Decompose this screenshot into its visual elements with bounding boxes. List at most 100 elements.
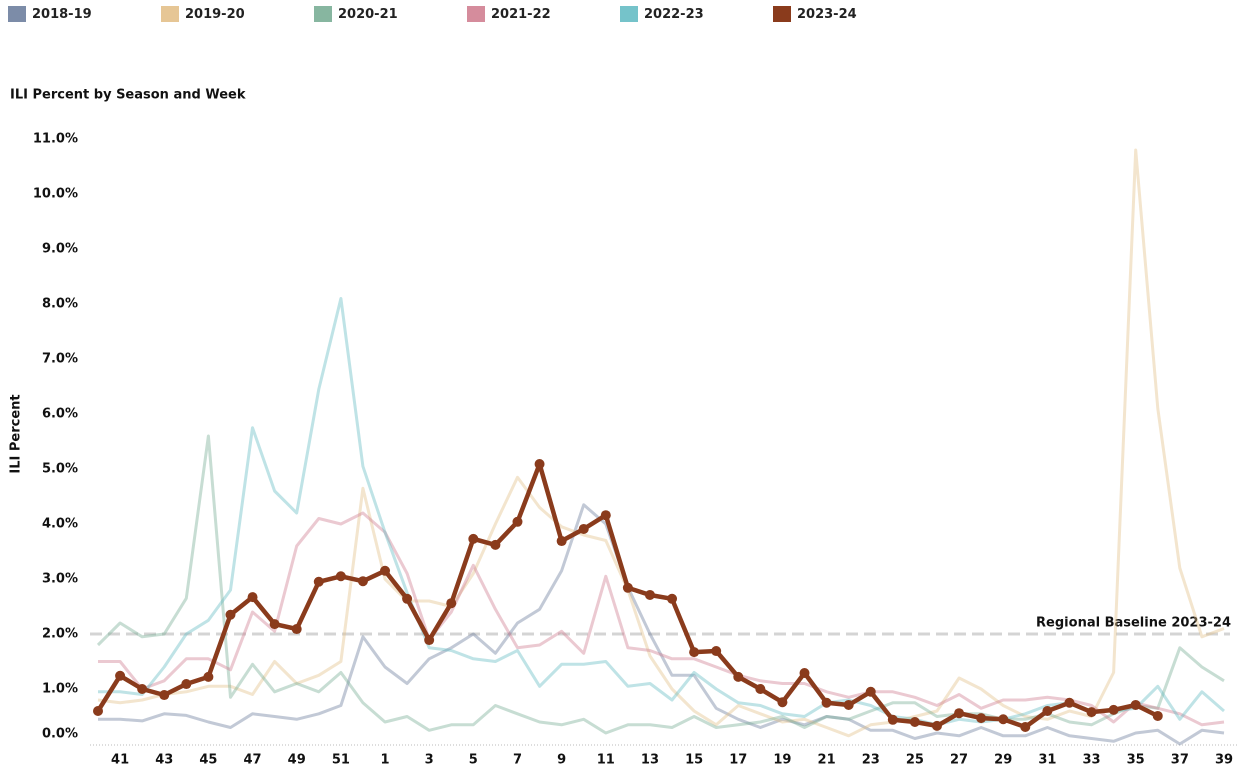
legend-swatch bbox=[314, 6, 332, 22]
y-axis-title: ILI Percent bbox=[9, 394, 24, 473]
x-tick-label: 25 bbox=[906, 753, 924, 768]
x-tick-label: 17 bbox=[729, 753, 747, 768]
x-tick-label: 51 bbox=[332, 753, 350, 768]
legend-label: 2019-20 bbox=[185, 6, 245, 22]
legend-item: 2018-19 bbox=[8, 6, 161, 22]
point bbox=[689, 647, 700, 658]
y-tick-label: 4.0% bbox=[42, 517, 78, 532]
legend-item: 2022-23 bbox=[620, 6, 773, 22]
legend-swatch bbox=[8, 6, 26, 22]
point bbox=[865, 686, 876, 697]
point bbox=[931, 720, 942, 731]
x-tick-label: 15 bbox=[685, 753, 703, 768]
legend-label: 2022-23 bbox=[644, 6, 704, 22]
point bbox=[622, 582, 633, 593]
x-tick-label: 35 bbox=[1127, 753, 1145, 768]
y-tick-label: 5.0% bbox=[42, 462, 78, 477]
baseline-label: Regional Baseline 2023-24 bbox=[1036, 616, 1231, 631]
point bbox=[269, 619, 280, 630]
x-tick-label: 47 bbox=[244, 753, 262, 768]
point bbox=[777, 697, 788, 708]
point bbox=[556, 536, 567, 547]
point bbox=[181, 679, 192, 690]
legend-swatch bbox=[161, 6, 179, 22]
x-tick-label: 33 bbox=[1082, 753, 1100, 768]
point bbox=[600, 510, 611, 521]
x-tick-label: 29 bbox=[994, 753, 1012, 768]
legend-label: 2020-21 bbox=[338, 6, 398, 22]
x-tick-label: 13 bbox=[641, 753, 659, 768]
y-tick-label: 6.0% bbox=[42, 407, 78, 422]
x-tick-label: 9 bbox=[557, 753, 566, 768]
x-tick-label: 27 bbox=[950, 753, 968, 768]
point bbox=[203, 671, 214, 682]
point bbox=[998, 714, 1009, 725]
point bbox=[755, 684, 766, 694]
y-tick-label: 11.0% bbox=[33, 132, 78, 147]
point bbox=[667, 593, 678, 604]
point bbox=[644, 589, 655, 600]
point bbox=[711, 646, 722, 657]
point bbox=[843, 699, 854, 710]
point bbox=[291, 624, 302, 635]
point bbox=[335, 571, 346, 582]
x-tick-label: 1 bbox=[380, 753, 389, 768]
x-tick-label: 23 bbox=[862, 753, 880, 768]
x-tick-label: 45 bbox=[199, 753, 217, 768]
point bbox=[1152, 710, 1163, 721]
y-tick-label: 10.0% bbox=[33, 187, 78, 202]
point bbox=[1086, 707, 1097, 718]
x-tick-label: 11 bbox=[597, 753, 615, 768]
x-tick-label: 5 bbox=[469, 753, 478, 768]
y-tick-label: 8.0% bbox=[42, 297, 78, 312]
point bbox=[402, 593, 413, 604]
legend-item: 2020-21 bbox=[314, 6, 467, 22]
point bbox=[137, 684, 148, 694]
point bbox=[313, 576, 324, 587]
x-tick-label: 49 bbox=[288, 753, 306, 768]
legend: 2018-19 2019-20 2020-21 2021-22 2022-23 2023-… bbox=[8, 6, 926, 22]
point bbox=[733, 671, 744, 682]
x-tick-label: 41 bbox=[111, 753, 129, 768]
x-tick-label: 21 bbox=[818, 753, 836, 768]
x-tick-label: 19 bbox=[773, 753, 791, 768]
point bbox=[1020, 721, 1031, 732]
chart-title: ILI Percent by Season and Week bbox=[10, 88, 246, 103]
point bbox=[357, 576, 368, 587]
series-line bbox=[98, 297, 1225, 727]
y-tick-label: 7.0% bbox=[42, 352, 78, 367]
y-tick-label: 1.0% bbox=[42, 682, 78, 697]
legend-swatch bbox=[620, 6, 638, 22]
point bbox=[1130, 699, 1141, 710]
x-tick-label: 43 bbox=[155, 753, 173, 768]
point bbox=[1064, 697, 1075, 708]
legend-item: 2019-20 bbox=[161, 6, 314, 22]
legend-swatch bbox=[467, 6, 485, 22]
point bbox=[424, 635, 435, 646]
legend-item: 2023-24 bbox=[773, 6, 926, 22]
y-tick-label: 9.0% bbox=[42, 242, 78, 257]
point bbox=[93, 706, 103, 716]
legend-label: 2021-22 bbox=[491, 6, 551, 22]
point bbox=[909, 717, 920, 727]
x-tick-label: 39 bbox=[1215, 753, 1233, 768]
point bbox=[578, 523, 589, 534]
point bbox=[115, 670, 126, 681]
legend-swatch bbox=[773, 6, 791, 22]
x-tick-label: 7 bbox=[513, 753, 522, 768]
x-tick-label: 3 bbox=[425, 753, 434, 768]
point bbox=[887, 714, 898, 725]
point bbox=[534, 459, 545, 470]
legend-label: 2023-24 bbox=[797, 6, 857, 22]
point bbox=[799, 668, 810, 679]
series-line bbox=[98, 511, 1225, 727]
y-tick-label: 2.0% bbox=[42, 627, 78, 642]
point bbox=[954, 708, 965, 719]
point bbox=[976, 713, 987, 724]
point bbox=[446, 598, 457, 609]
point bbox=[225, 609, 236, 620]
point bbox=[247, 592, 258, 603]
series-line bbox=[97, 148, 1225, 738]
